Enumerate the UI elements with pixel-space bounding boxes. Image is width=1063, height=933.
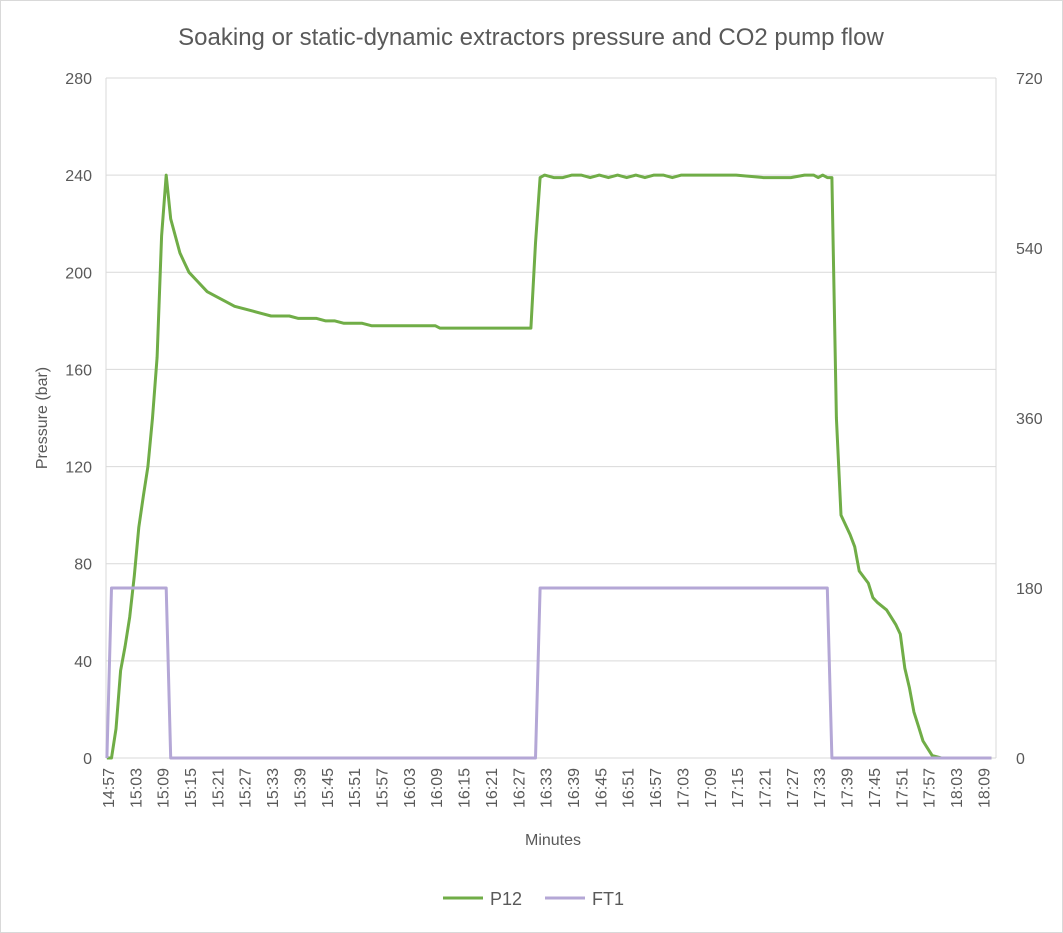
x-tick-label: 17:45 xyxy=(867,768,884,808)
legend-label: FT1 xyxy=(592,889,624,909)
legend: P12 FT1 xyxy=(443,889,624,909)
x-tick-label: 17:27 xyxy=(785,768,802,808)
x-tick-label: 17:03 xyxy=(675,768,692,808)
x-tick-label: 15:09 xyxy=(156,768,173,808)
x-tick-label: 17:57 xyxy=(922,768,939,808)
x-tick-label: 15:51 xyxy=(347,768,364,808)
left-tick-label: 240 xyxy=(65,168,92,185)
x-tick-label: 15:03 xyxy=(128,768,145,808)
x-axis-ticks: 14:57 15:03 15:09 15:15 15:21 15:27 15:33 15:39… xyxy=(101,768,993,808)
left-tick-label: 120 xyxy=(65,460,92,477)
left-tick-label: 80 xyxy=(74,557,92,574)
x-tick-label: 16:27 xyxy=(511,768,528,808)
x-tick-label: 16:33 xyxy=(539,768,556,808)
x-tick-label: 17:33 xyxy=(812,768,829,808)
right-tick-label: 360 xyxy=(1016,411,1043,428)
x-tick-label: 14:57 xyxy=(101,768,118,808)
left-tick-label: 0 xyxy=(83,751,92,768)
x-tick-label: 16:03 xyxy=(402,768,419,808)
x-tick-label: 16:39 xyxy=(566,768,583,808)
x-tick-label: 17:39 xyxy=(840,768,857,808)
x-tick-label: 17:09 xyxy=(703,768,720,808)
x-tick-label: 15:57 xyxy=(374,768,391,808)
right-tick-label: 720 xyxy=(1016,71,1043,88)
x-tick-label: 15:21 xyxy=(210,768,227,808)
x-tick-label: 16:51 xyxy=(621,768,638,808)
series-line-ft1 xyxy=(105,586,992,760)
x-axis-title: Minutes xyxy=(525,832,581,849)
x-tick-label: 18:03 xyxy=(949,768,966,808)
x-tick-label: 17:21 xyxy=(757,768,774,808)
x-tick-label: 15:27 xyxy=(238,768,255,808)
x-tick-label: 17:15 xyxy=(730,768,747,808)
legend-item-ft1: FT1 xyxy=(545,889,624,909)
x-tick-label: 15:39 xyxy=(292,768,309,808)
x-tick-label: 16:15 xyxy=(457,768,474,808)
right-axis-ticks: 0 180 360 540 720 xyxy=(1016,71,1043,768)
gridlines xyxy=(105,77,997,759)
x-tick-label: 16:21 xyxy=(484,768,501,808)
series-line-p12 xyxy=(106,173,992,760)
x-tick-label: 15:15 xyxy=(183,768,200,808)
right-tick-label: 540 xyxy=(1016,241,1043,258)
x-tick-label: 16:45 xyxy=(593,768,610,808)
series-layer xyxy=(105,173,992,760)
series-ft1 xyxy=(105,586,992,760)
left-tick-label: 200 xyxy=(65,265,92,282)
legend-label: P12 xyxy=(490,889,522,909)
right-tick-label: 180 xyxy=(1016,581,1043,598)
chart-title: Soaking or static-dynamic extractors pre… xyxy=(178,24,884,51)
left-tick-label: 40 xyxy=(74,654,92,671)
x-tick-label: 17:51 xyxy=(894,768,911,808)
legend-item-p12: P12 xyxy=(443,889,522,909)
left-tick-label: 160 xyxy=(65,362,92,379)
left-axis-ticks: 0 40 80 120 160 200 240 280 xyxy=(65,71,92,768)
x-tick-label: 16:57 xyxy=(648,768,665,808)
x-tick-label: 15:45 xyxy=(320,768,337,808)
y-axis-title: Pressure (bar) xyxy=(34,367,51,469)
x-tick-label: 18:09 xyxy=(976,768,993,808)
x-tick-label: 16:09 xyxy=(429,768,446,808)
x-tick-label: 15:33 xyxy=(265,768,282,808)
right-tick-label: 0 xyxy=(1016,751,1025,768)
left-tick-label: 280 xyxy=(65,71,92,88)
